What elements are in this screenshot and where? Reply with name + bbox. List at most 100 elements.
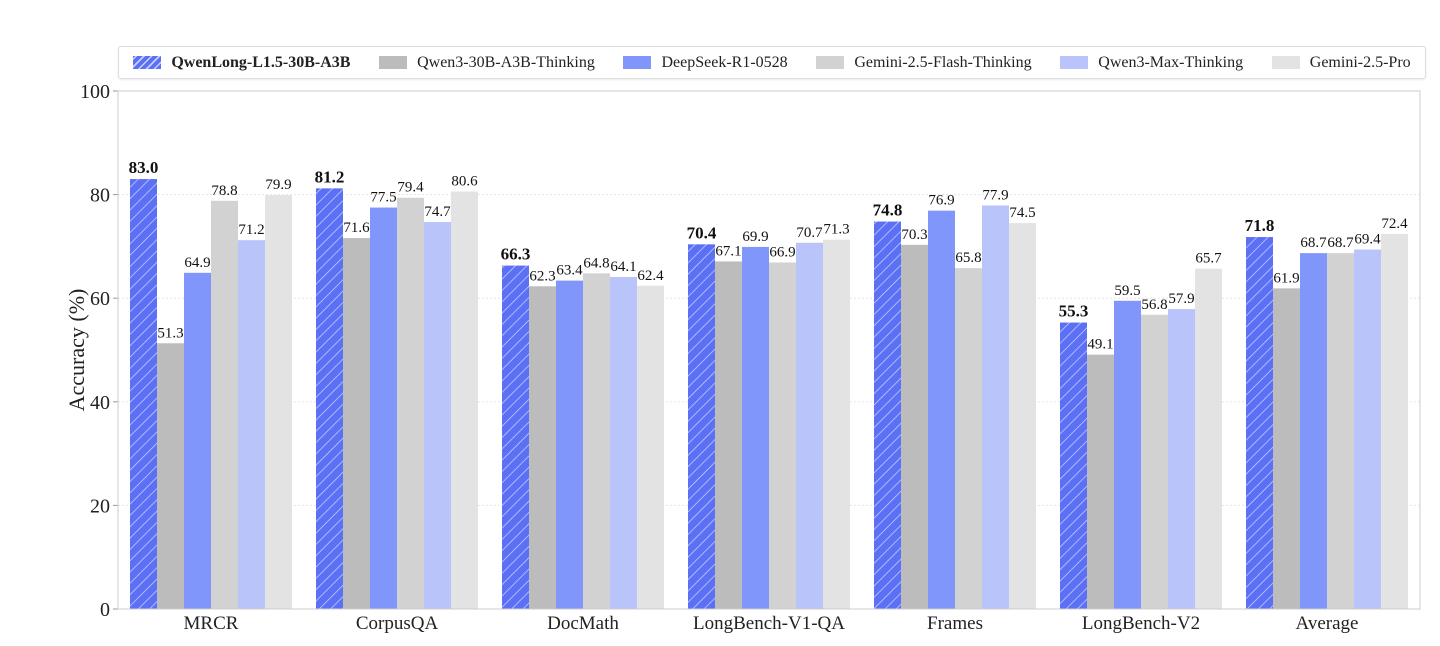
bar [637, 285, 664, 609]
legend: QwenLong-L1.5-30B-A3B Qwen3-30B-A3B-Think… [118, 46, 1426, 79]
data-label: 65.8 [955, 250, 981, 266]
bar [556, 280, 583, 609]
legend-swatch [623, 56, 652, 69]
bar [1273, 288, 1300, 609]
data-label: 64.9 [184, 255, 210, 271]
bar [1009, 223, 1036, 609]
legend-item: Qwen3-30B-A3B-Thinking [379, 54, 595, 72]
legend-item: Qwen3-Max-Thinking [1060, 54, 1243, 72]
bar [265, 195, 292, 610]
data-label: 68.7 [1300, 235, 1327, 251]
x-tick-label: LongBench-V1-QA [693, 613, 845, 634]
data-label: 56.8 [1141, 297, 1167, 313]
legend-swatch [133, 56, 162, 69]
data-label: 71.8 [1245, 216, 1275, 235]
bar [982, 205, 1009, 609]
data-label: 64.8 [583, 255, 609, 271]
bar [1168, 309, 1195, 609]
x-tick-label: Frames [927, 613, 983, 634]
legend-swatch [1271, 56, 1300, 69]
data-label: 64.1 [610, 259, 636, 275]
data-label: 79.9 [265, 177, 291, 193]
legend-item: Gemini-2.5-Pro [1271, 53, 1411, 72]
y-tick-label: 80 [90, 185, 110, 207]
data-label: 74.8 [873, 201, 903, 220]
legend-label: DeepSeek-R1-0528 [661, 53, 788, 71]
data-label: 66.3 [501, 245, 531, 264]
x-tick-label: MRCR [184, 613, 239, 634]
data-label: 70.7 [796, 225, 823, 241]
bar [715, 261, 742, 609]
data-label: 49.1 [1087, 337, 1113, 353]
data-label: 81.2 [315, 167, 345, 186]
data-label: 77.5 [370, 190, 396, 206]
data-label: 68.7 [1327, 235, 1354, 251]
bar [1327, 253, 1354, 609]
bar [583, 273, 610, 609]
data-label: 71.2 [238, 222, 264, 238]
bar [316, 188, 343, 609]
y-tick-label: 0 [100, 599, 110, 621]
y-tick-label: 20 [90, 495, 110, 517]
data-label: 76.9 [928, 193, 954, 209]
bar [1060, 322, 1087, 609]
data-label: 79.4 [397, 180, 424, 196]
bar [610, 276, 637, 609]
bar [370, 207, 397, 610]
bar [529, 286, 556, 609]
bar [1195, 268, 1222, 609]
data-label: 55.3 [1059, 302, 1089, 321]
legend-swatch [379, 56, 408, 69]
data-label: 71.6 [343, 220, 370, 236]
legend-item: Gemini-2.5-Flash-Thinking [816, 53, 1032, 72]
data-label: 71.3 [823, 222, 849, 238]
bar [955, 268, 982, 609]
data-label: 67.1 [715, 243, 741, 259]
bar [688, 244, 715, 609]
data-label: 62.4 [637, 268, 664, 284]
plot-frame [117, 90, 1421, 610]
bar [451, 191, 478, 609]
legend-item: DeepSeek-R1-0528 [623, 53, 788, 72]
data-label: 83.0 [129, 158, 159, 177]
legend-item: QwenLong-L1.5-30B-A3B [133, 54, 350, 72]
legend-label: Gemini-2.5-Flash-Thinking [854, 53, 1032, 71]
data-label: 59.5 [1114, 283, 1140, 299]
data-label: 80.6 [451, 173, 478, 189]
bar [130, 179, 157, 609]
bar [184, 272, 211, 609]
legend-label: Qwen3-Max-Thinking [1098, 53, 1244, 71]
data-label: 57.9 [1168, 291, 1194, 307]
bar [1246, 237, 1273, 610]
bar [874, 221, 901, 609]
data-label: 74.7 [424, 204, 451, 220]
x-tick-label: DocMath [547, 613, 619, 634]
bar [502, 265, 529, 609]
y-tick-label: 40 [90, 392, 110, 414]
data-label: 61.9 [1273, 270, 1299, 286]
bar [1141, 314, 1168, 609]
legend-swatch [816, 56, 845, 69]
data-label: 51.3 [157, 325, 183, 341]
y-tick-label: 100 [80, 81, 110, 103]
bar [157, 343, 184, 609]
legend-label: Gemini-2.5-Pro [1309, 53, 1411, 71]
legend-label: QwenLong-L1.5-30B-A3B [171, 53, 351, 71]
bar [424, 222, 451, 609]
x-tick-label: Average [1296, 613, 1359, 634]
bar [211, 200, 238, 610]
bar [769, 262, 796, 609]
data-label: 66.9 [769, 244, 795, 260]
legend-label: Qwen3-30B-A3B-Thinking [417, 53, 595, 71]
data-label: 78.8 [211, 183, 237, 199]
bar [1381, 233, 1408, 609]
bar [397, 197, 424, 609]
bar [928, 210, 955, 609]
data-label: 65.7 [1195, 251, 1222, 267]
bar [343, 238, 370, 609]
x-tick-label: LongBench-V2 [1082, 613, 1200, 634]
data-label: 72.4 [1381, 216, 1408, 232]
data-label: 69.4 [1354, 232, 1381, 248]
legend-swatch [1060, 56, 1089, 69]
bar [1087, 354, 1114, 609]
